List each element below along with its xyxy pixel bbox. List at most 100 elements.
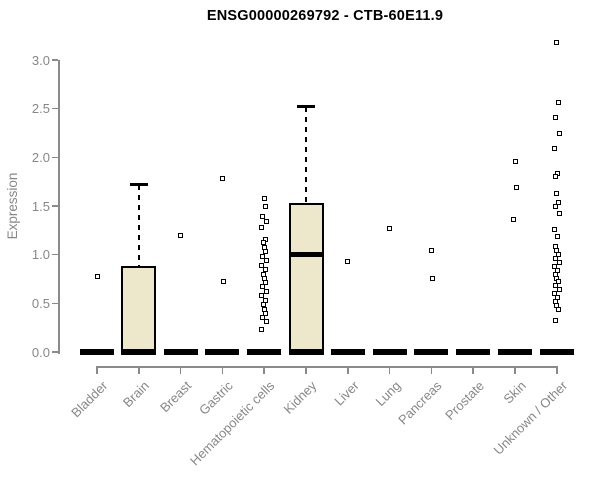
x-tick (472, 367, 474, 374)
data-point (260, 214, 266, 220)
x-tick-label: Unknown / Other (490, 378, 571, 458)
data-point (387, 225, 393, 231)
x-tick-label: Prostate (441, 378, 487, 423)
data-point (178, 232, 184, 238)
data-point (264, 219, 270, 225)
x-tick (514, 367, 516, 374)
x-tick (388, 367, 391, 374)
box (288, 203, 324, 355)
zero-line-bar (330, 349, 365, 355)
y-tick (52, 205, 58, 207)
x-tick (138, 367, 140, 374)
data-point (260, 301, 266, 307)
y-tick (52, 351, 58, 353)
data-point (555, 100, 561, 106)
data-point (555, 199, 561, 205)
data-point (556, 287, 562, 293)
zero-line-bar (498, 349, 532, 355)
y-tick-label: 2.5 (31, 101, 50, 117)
data-point (514, 185, 519, 190)
x-tick (556, 367, 558, 374)
data-point (551, 226, 557, 232)
x-tick (430, 367, 433, 374)
data-point (264, 319, 270, 325)
y-tick (52, 302, 58, 305)
data-point (555, 233, 561, 239)
y-tick-label: 2.0 (31, 149, 50, 165)
zero-line-bar (247, 349, 282, 355)
data-point (430, 275, 436, 281)
x-tick-label: Pancreas (395, 378, 446, 428)
x-tick (96, 367, 98, 374)
data-point (551, 146, 557, 152)
y-tick (52, 59, 58, 61)
data-point (554, 39, 560, 45)
data-point (221, 279, 227, 285)
y-axis-line (58, 60, 60, 354)
x-tick-label: Kidney (280, 378, 320, 417)
x-tick-label: Breast (157, 378, 195, 416)
x-tick (305, 367, 307, 374)
x-tick-label: Skin (500, 378, 529, 407)
y-tick-label: 0.0 (31, 344, 50, 360)
data-point (554, 190, 560, 196)
data-point (219, 176, 225, 182)
y-tick-label: 0.5 (31, 295, 50, 311)
zero-line-bar (414, 349, 449, 355)
data-point (260, 240, 266, 246)
data-point (261, 195, 267, 201)
data-point (553, 174, 559, 180)
data-point (260, 284, 266, 290)
x-tick-label: Gastric (196, 378, 237, 418)
whisker-cap (129, 183, 148, 187)
data-point (552, 283, 558, 289)
data-point (264, 258, 270, 263)
chart-title: ENSG00000269792 - CTB-60E11.9 (206, 8, 444, 24)
data-point (264, 289, 270, 295)
zero-line-bar (163, 349, 198, 355)
data-point (555, 306, 561, 312)
data-point (552, 114, 558, 120)
zero-line-bar (80, 349, 114, 355)
data-point (259, 224, 265, 230)
data-point (261, 275, 267, 281)
data-point (552, 318, 558, 324)
x-tick (179, 367, 182, 374)
x-tick (263, 367, 265, 374)
x-axis-line (96, 366, 558, 368)
data-point (512, 158, 518, 164)
data-point (552, 204, 558, 210)
whisker (137, 184, 140, 267)
data-point (556, 130, 562, 136)
x-tick-label: Brain (120, 378, 153, 411)
data-point (94, 273, 100, 279)
data-point (555, 279, 561, 285)
data-point (259, 262, 265, 268)
x-tick (347, 367, 349, 374)
data-point (260, 254, 266, 260)
data-point (263, 310, 269, 316)
data-point (262, 266, 268, 272)
data-point (259, 327, 265, 333)
zero-line-bar (288, 349, 324, 355)
zero-line-bar (456, 349, 491, 355)
data-point (556, 259, 562, 265)
data-point (263, 249, 269, 255)
zero-line-bar (372, 349, 407, 355)
y-tick (52, 253, 58, 256)
x-tick (221, 367, 224, 374)
zero-line-bar (121, 349, 157, 355)
data-point (552, 256, 558, 262)
data-point (551, 263, 557, 269)
box (121, 266, 157, 355)
data-point (263, 280, 269, 286)
y-tick-label: 3.0 (31, 52, 50, 68)
x-tick-label: Lung (372, 378, 404, 410)
data-point (551, 291, 557, 297)
x-tick-label: Liver (330, 378, 362, 409)
data-point (260, 315, 266, 321)
y-tick-label: 1.0 (31, 247, 50, 263)
box-median-line (288, 251, 324, 258)
y-tick-label: 1.5 (31, 198, 50, 214)
